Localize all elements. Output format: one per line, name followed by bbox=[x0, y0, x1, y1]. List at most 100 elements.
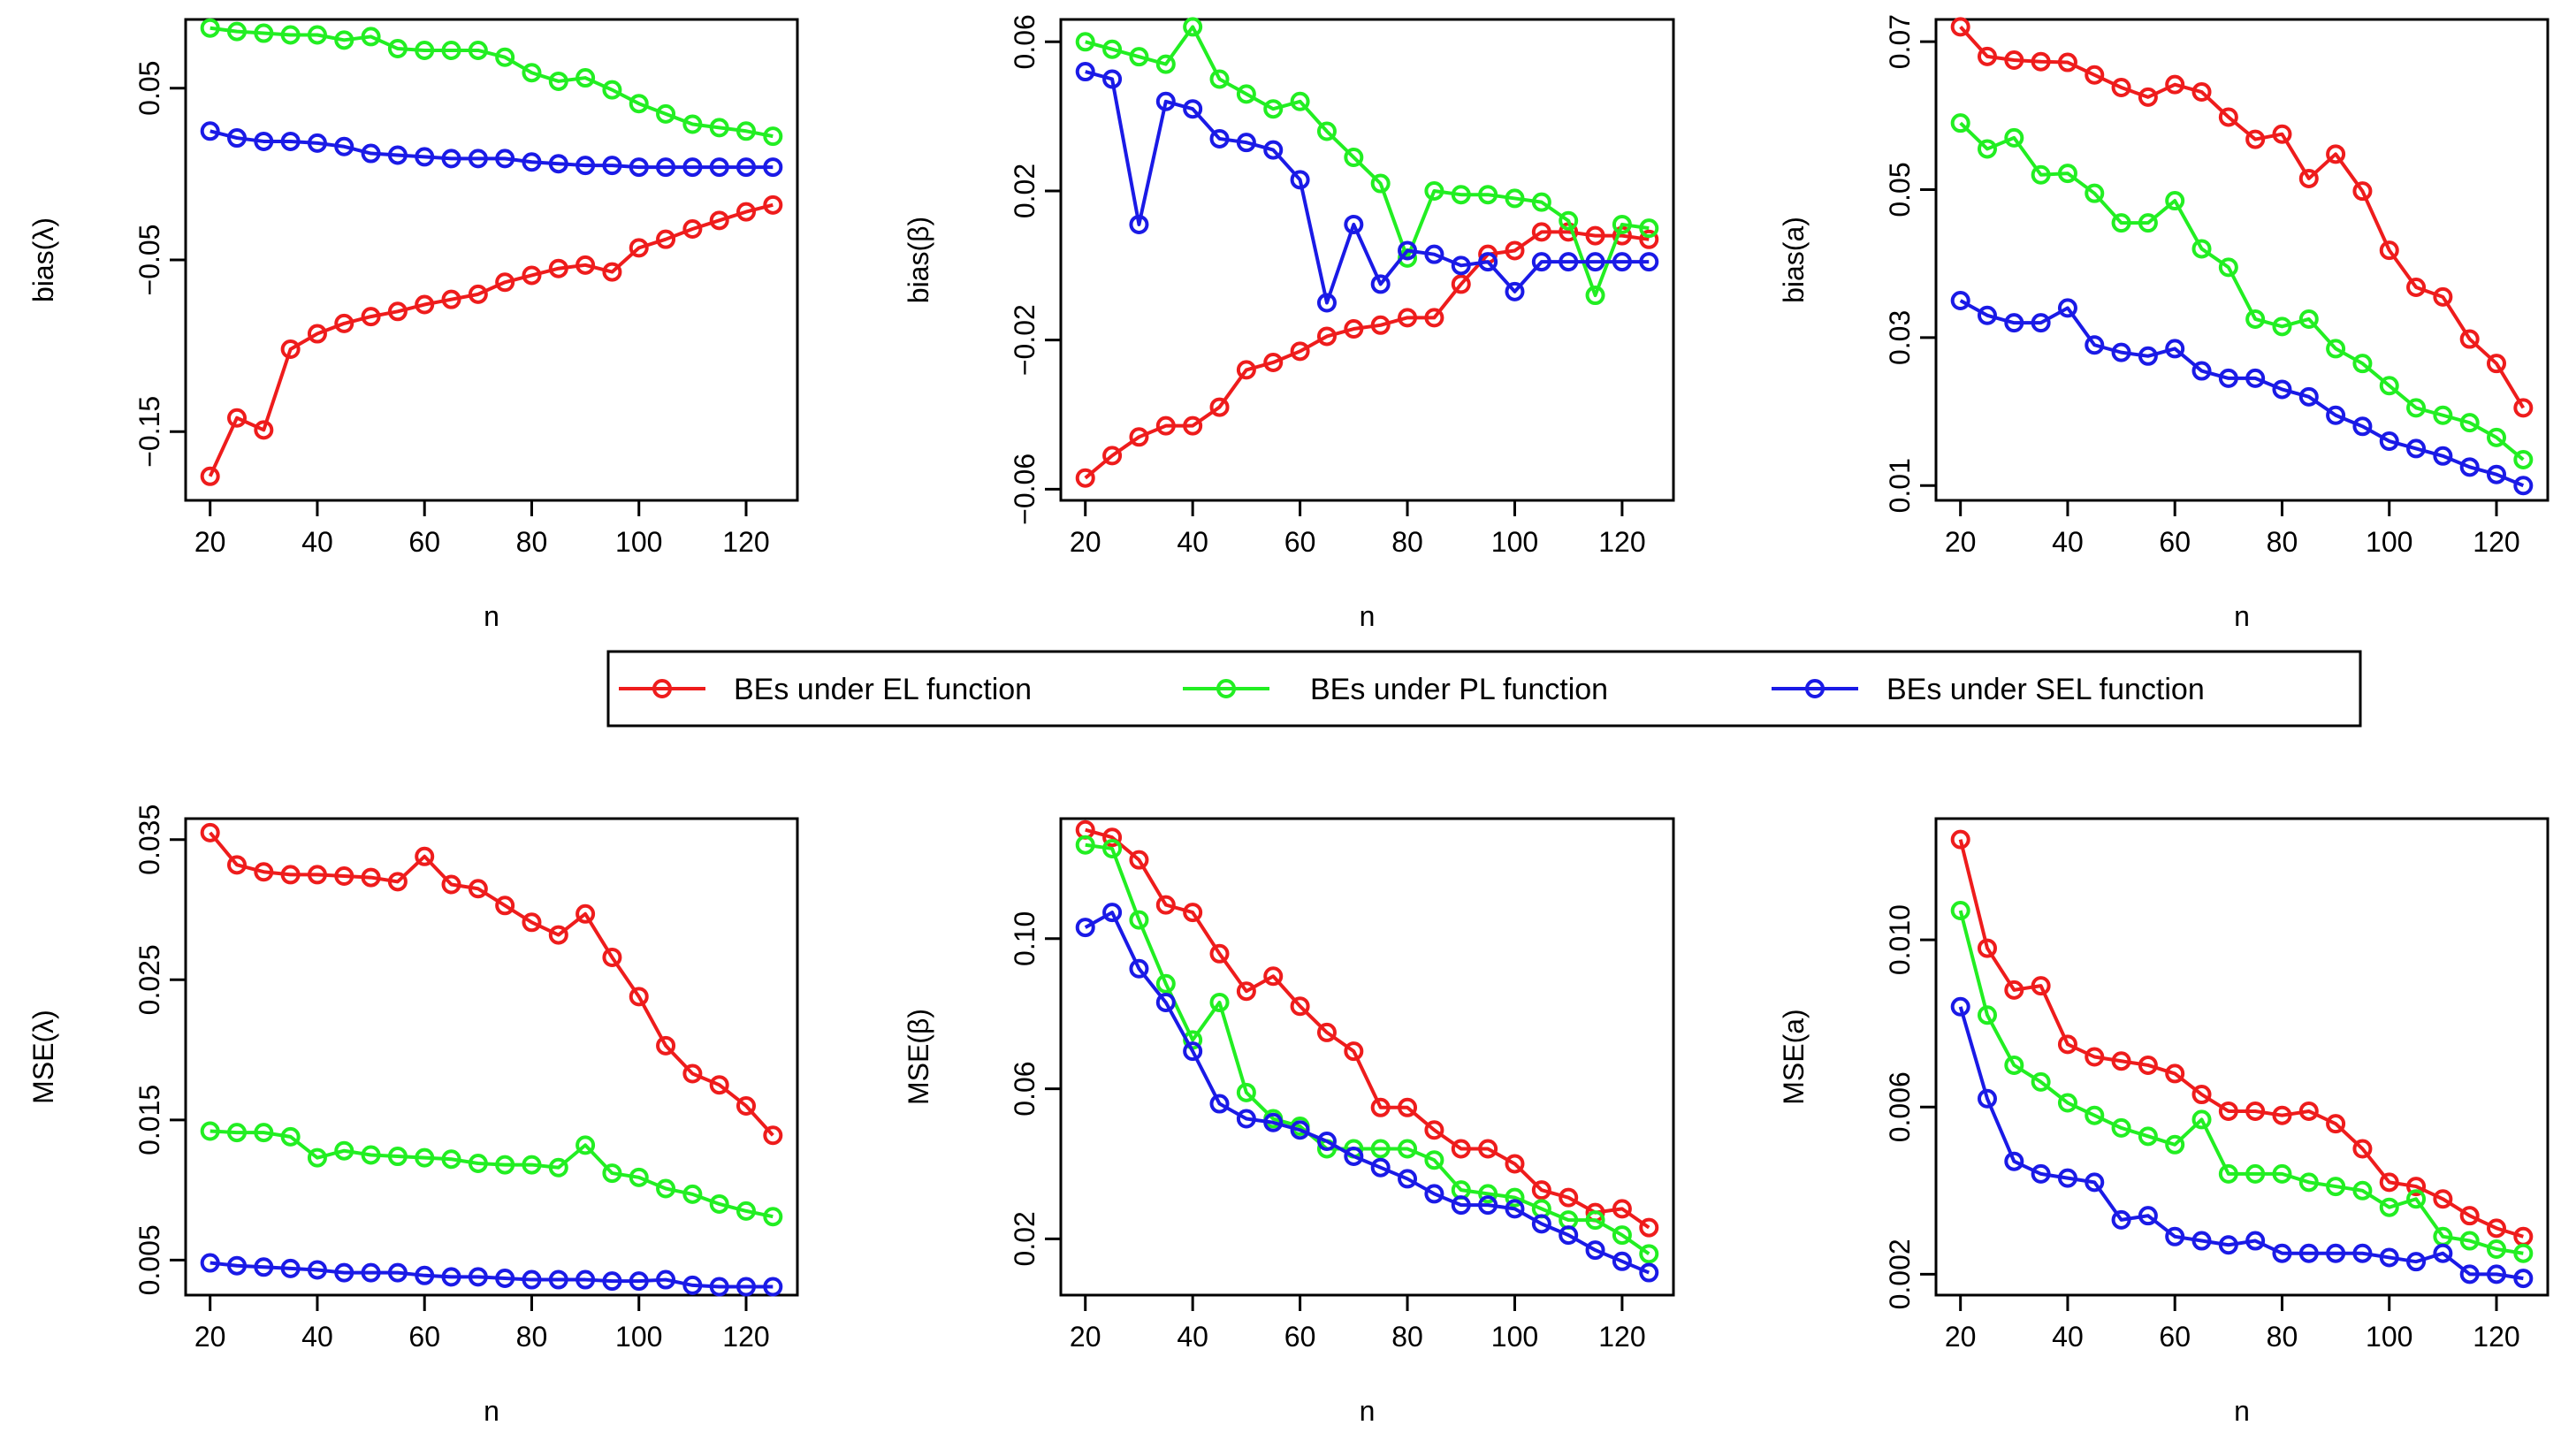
y-tick-label: 0.005 bbox=[133, 1224, 165, 1295]
data-point bbox=[495, 1268, 515, 1288]
data-point bbox=[1344, 148, 1364, 168]
y-tick-label: −0.15 bbox=[133, 396, 165, 468]
data-point bbox=[2191, 1109, 2212, 1130]
data-point bbox=[1129, 47, 1149, 67]
data-point bbox=[736, 157, 757, 178]
x-tick-label: 20 bbox=[194, 1321, 226, 1353]
data-point bbox=[1183, 903, 1203, 923]
data-point bbox=[226, 21, 247, 42]
data-point bbox=[200, 1121, 220, 1141]
data-point bbox=[1183, 17, 1203, 37]
y-tick-label: 0.07 bbox=[1884, 14, 1916, 69]
data-point bbox=[1344, 214, 1364, 234]
data-point bbox=[280, 1258, 301, 1278]
data-point bbox=[226, 408, 247, 428]
legend: BEs under EL function BEs under PL funct… bbox=[606, 650, 2362, 728]
data-point bbox=[2245, 1163, 2266, 1184]
data-point bbox=[1585, 286, 1605, 306]
data-point bbox=[682, 1063, 703, 1084]
y-tick-label: 0.02 bbox=[1009, 1211, 1040, 1266]
data-point bbox=[2487, 1264, 2507, 1284]
legend-entry-pl: BEs under PL function bbox=[1183, 673, 1608, 706]
data-point bbox=[1531, 192, 1551, 212]
data-point bbox=[736, 121, 757, 141]
data-point bbox=[1155, 415, 1176, 436]
x-tick-label: 40 bbox=[1177, 1321, 1208, 1353]
data-point bbox=[2459, 1231, 2480, 1251]
data-point bbox=[1950, 113, 1970, 133]
data-point bbox=[1398, 1139, 1418, 1159]
panel-bias-lambda: 20 40 60 80 100 120 0.05 −0.05 −0.15 bias(λ) n bbox=[27, 18, 799, 632]
data-point bbox=[1316, 1022, 1337, 1042]
x-tick-label: 120 bbox=[2473, 526, 2519, 558]
data-point bbox=[200, 822, 220, 842]
data-point bbox=[1370, 1097, 1391, 1117]
series-pl bbox=[200, 1121, 783, 1227]
data-point bbox=[2272, 1163, 2292, 1184]
x-tick-label: 120 bbox=[2473, 1321, 2519, 1353]
y-tick-label: −0.06 bbox=[1009, 454, 1040, 525]
data-point bbox=[1585, 225, 1605, 246]
data-point bbox=[656, 229, 676, 249]
y-axis-label: bias(β) bbox=[903, 217, 934, 303]
data-point bbox=[2191, 1231, 2212, 1251]
data-point bbox=[468, 284, 488, 304]
data-point bbox=[254, 131, 274, 151]
data-point bbox=[1639, 218, 1659, 239]
data-point bbox=[1290, 170, 1310, 190]
data-point bbox=[2487, 464, 2507, 484]
data-point bbox=[2326, 405, 2346, 425]
data-point bbox=[415, 1265, 435, 1285]
data-point bbox=[1585, 1210, 1605, 1231]
data-point bbox=[1398, 240, 1418, 261]
series-el bbox=[1950, 829, 2534, 1246]
data-point bbox=[1155, 973, 1176, 994]
plot-area: 20 40 60 80 100 120 0.10 0.06 0.02 bbox=[1009, 817, 1675, 1353]
data-point bbox=[1102, 838, 1123, 858]
data-point bbox=[1639, 1262, 1659, 1283]
data-point bbox=[1344, 1146, 1364, 1166]
data-point bbox=[307, 865, 327, 885]
data-point bbox=[307, 1260, 327, 1280]
data-point bbox=[361, 307, 381, 327]
data-point bbox=[1236, 981, 1256, 1002]
data-point bbox=[1075, 835, 1095, 855]
data-point bbox=[2138, 213, 2158, 233]
data-point bbox=[1236, 133, 1256, 153]
series-line bbox=[210, 26, 774, 139]
y-tick-label: 0.015 bbox=[133, 1085, 165, 1155]
data-point bbox=[1424, 1184, 1444, 1204]
data-point bbox=[2245, 1231, 2266, 1251]
data-point bbox=[1977, 46, 1997, 66]
x-tick-label: 100 bbox=[2366, 526, 2412, 558]
data-point bbox=[1585, 252, 1605, 272]
data-point bbox=[2138, 1126, 2158, 1147]
data-point bbox=[2111, 342, 2131, 362]
data-point bbox=[1424, 308, 1444, 328]
data-point bbox=[2138, 87, 2158, 107]
data-point bbox=[548, 71, 568, 91]
data-point bbox=[656, 1035, 676, 1056]
data-point bbox=[1424, 1120, 1444, 1140]
y-tick-label: 0.03 bbox=[1884, 310, 1916, 365]
plot-frame bbox=[1934, 18, 2550, 502]
data-point bbox=[361, 867, 381, 888]
y-tick-label: 0.01 bbox=[1884, 458, 1916, 513]
data-point bbox=[2272, 124, 2292, 144]
data-point bbox=[495, 896, 515, 916]
data-point bbox=[575, 1269, 596, 1290]
x-tick-label: 40 bbox=[1177, 526, 1208, 558]
data-point bbox=[1290, 91, 1310, 111]
data-point bbox=[1612, 1251, 1632, 1271]
data-point bbox=[307, 1147, 327, 1168]
data-point bbox=[387, 1147, 408, 1167]
data-point bbox=[763, 1277, 783, 1297]
data-point bbox=[2433, 1189, 2453, 1209]
data-point bbox=[441, 289, 461, 309]
y-tick-label: −0.05 bbox=[133, 225, 165, 296]
data-point bbox=[656, 157, 676, 178]
data-point bbox=[656, 1269, 676, 1290]
data-point bbox=[1236, 84, 1256, 104]
data-point bbox=[602, 262, 622, 282]
data-point bbox=[2004, 50, 2024, 71]
